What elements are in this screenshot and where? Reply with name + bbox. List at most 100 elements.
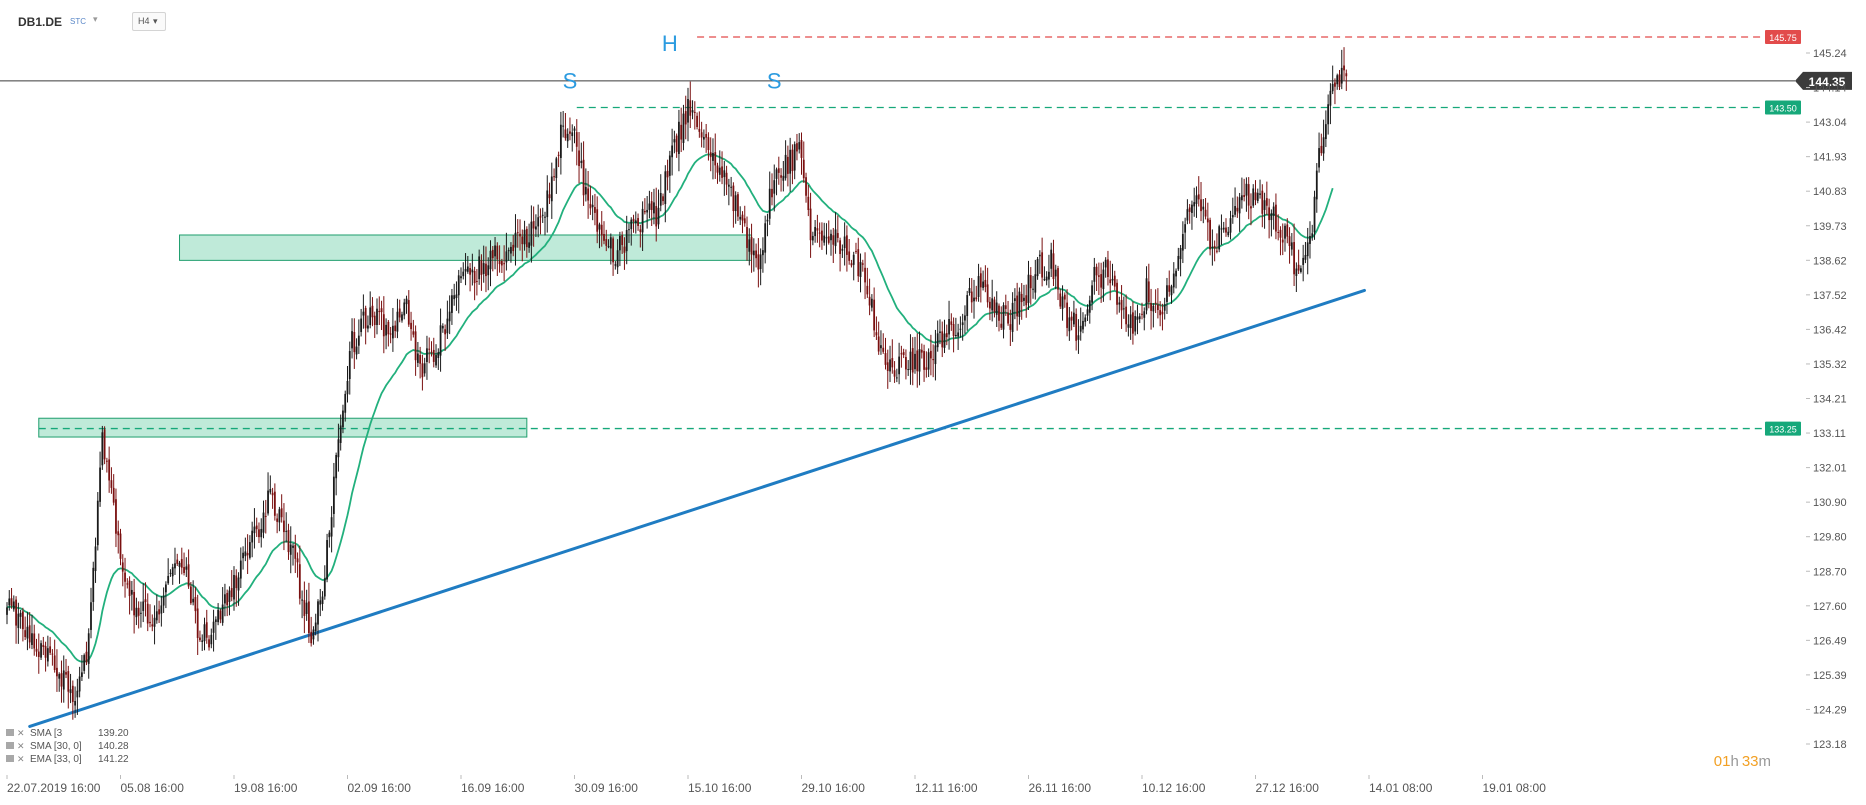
- symbol-dropdown-icon[interactable]: ▾: [93, 14, 98, 24]
- candle-body: [1184, 224, 1187, 233]
- candle-body: [1247, 184, 1250, 206]
- candle-body: [167, 575, 170, 584]
- candle-body: [975, 297, 978, 300]
- candle-527: [1202, 198, 1205, 224]
- candle-body: [1086, 309, 1089, 316]
- candle-body: [396, 311, 399, 332]
- candle-442: [1009, 309, 1012, 347]
- candle-body: [575, 132, 578, 147]
- candle-body: [1107, 259, 1109, 277]
- candle-body: [1079, 325, 1082, 332]
- candle-body: [880, 345, 882, 349]
- candle-body: [546, 190, 549, 218]
- candle-body: [873, 299, 876, 331]
- candle-99: [230, 570, 233, 602]
- candle-body: [852, 254, 855, 265]
- candle-538: [1227, 226, 1230, 238]
- candle-6: [19, 609, 22, 629]
- candle-565: [1288, 227, 1291, 264]
- candle-body: [83, 655, 86, 671]
- candle-body: [121, 562, 124, 572]
- pattern-labels-layer: S H S: [563, 31, 782, 94]
- candle-261: [598, 222, 601, 249]
- candle-146: [337, 423, 340, 472]
- candle-body: [1309, 235, 1311, 244]
- candle-body: [587, 188, 590, 201]
- candle-body: [959, 328, 962, 330]
- candle-401: [916, 333, 919, 388]
- candle-372: [850, 259, 853, 268]
- candle-317: [725, 165, 728, 196]
- candle-128: [296, 552, 299, 578]
- candle-443: [1011, 292, 1014, 342]
- candle-304: [696, 112, 698, 130]
- candle-41: [99, 451, 101, 507]
- candle-body: [811, 235, 814, 241]
- candle-body: [1338, 74, 1341, 87]
- candle-585: [1334, 78, 1336, 105]
- candle-464: [1059, 288, 1062, 310]
- candle-135: [312, 626, 315, 645]
- candle-177: [407, 290, 410, 327]
- candle-558: [1272, 202, 1275, 230]
- candle-body: [671, 145, 674, 158]
- candle-body: [914, 353, 916, 370]
- candle-100: [233, 566, 235, 611]
- candle-body: [267, 490, 269, 514]
- candle-body: [1038, 254, 1041, 257]
- candle-body: [339, 425, 342, 443]
- timeframe-select[interactable]: H4 ▾: [132, 12, 166, 31]
- candle-454: [1036, 256, 1039, 280]
- candle-418: [954, 317, 957, 339]
- symbol-label[interactable]: DB1.DE: [18, 15, 63, 29]
- candle-556: [1268, 198, 1271, 239]
- candle-226: [519, 219, 521, 251]
- candle-body: [35, 648, 38, 652]
- y-tick-label: 129.80: [1813, 532, 1847, 544]
- candle-247: [566, 128, 569, 148]
- candle-body: [986, 284, 989, 303]
- candle-body: [1122, 308, 1125, 310]
- candle-body: [1034, 274, 1037, 293]
- candle-155: [357, 319, 360, 354]
- candle-201: [462, 262, 465, 280]
- candle-251: [575, 119, 578, 166]
- candle-283: [648, 190, 651, 219]
- candle-231: [530, 205, 533, 263]
- candle-582: [1327, 94, 1330, 135]
- candle-body: [773, 180, 776, 194]
- candle-body: [485, 263, 487, 277]
- candle-161: [371, 297, 374, 327]
- candle-431: [984, 265, 987, 293]
- candle-body: [1138, 316, 1141, 320]
- candle-body: [1284, 225, 1286, 239]
- candle-body: [666, 170, 669, 178]
- candle-body: [1063, 294, 1066, 300]
- candle-341: [780, 168, 782, 192]
- candle-body: [26, 626, 29, 639]
- candle-245: [562, 111, 565, 138]
- candle-12: [33, 624, 36, 656]
- candle-412: [941, 321, 944, 358]
- candle-243: [557, 151, 560, 168]
- candle-236: [541, 207, 544, 223]
- candle-528: [1204, 197, 1207, 220]
- candle-body: [1302, 257, 1305, 265]
- candle-body: [821, 230, 823, 241]
- candle-140: [323, 565, 326, 600]
- candle-body: [133, 591, 136, 616]
- candle-body: [475, 280, 478, 282]
- candle-body: [237, 577, 240, 591]
- candle-body: [1143, 311, 1146, 318]
- candle-body: [1061, 296, 1064, 309]
- candle-502: [1145, 266, 1148, 315]
- candle-body: [67, 671, 70, 692]
- candle-459: [1048, 254, 1050, 288]
- candle-139: [321, 591, 324, 611]
- candle-body: [1261, 190, 1264, 214]
- candle-185: [426, 335, 428, 380]
- candle-body: [966, 295, 969, 317]
- candle-370: [846, 225, 848, 272]
- candle-331: [757, 238, 760, 288]
